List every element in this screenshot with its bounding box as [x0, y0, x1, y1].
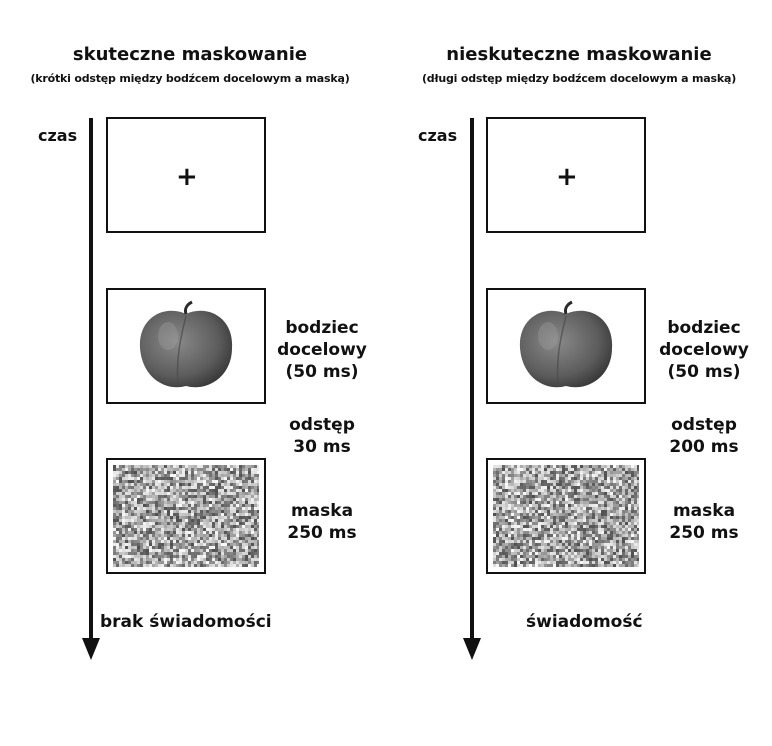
panel-title: skuteczne maskowanie [72, 44, 308, 65]
noise-pattern [493, 465, 639, 567]
fixation-cross: + [176, 162, 198, 192]
mask-frame [106, 458, 266, 574]
panel-title: nieskuteczne maskowanie [446, 44, 712, 65]
target-label: bodziec docelowy (50 ms) [659, 318, 749, 382]
panel-subtitle: (długi odstęp między bodźcem docelowym a… [421, 72, 737, 85]
panel-subtitle: (krótki odstęp między bodźcem docelowym … [30, 72, 350, 85]
target-frame [486, 288, 646, 404]
mask-label: maska 250 ms [669, 501, 739, 543]
target-label: bodziec docelowy (50 ms) [277, 318, 367, 382]
time-arrow-head [82, 638, 100, 660]
outcome-label: świadomość [526, 612, 643, 632]
outcome-label: brak świadomości [100, 612, 272, 632]
gap-label: odstęp 30 ms [289, 415, 355, 457]
mask-frame [486, 458, 646, 574]
fixation-frame: + [106, 117, 266, 233]
fixation-cross: + [556, 162, 578, 192]
fixation-frame: + [486, 117, 646, 233]
apple-image [139, 300, 233, 388]
noise-mask-image [113, 465, 259, 567]
time-label: czas [418, 126, 458, 145]
time-arrow-line [89, 118, 93, 640]
time-arrow-line [470, 118, 474, 640]
noise-mask-image [493, 465, 639, 567]
apple-image [519, 300, 613, 388]
mask-label: maska 250 ms [287, 501, 357, 543]
gap-label: odstęp 200 ms [669, 415, 739, 457]
noise-pattern [113, 465, 259, 567]
time-arrow-head [463, 638, 481, 660]
target-frame [106, 288, 266, 404]
time-label: czas [38, 126, 78, 145]
